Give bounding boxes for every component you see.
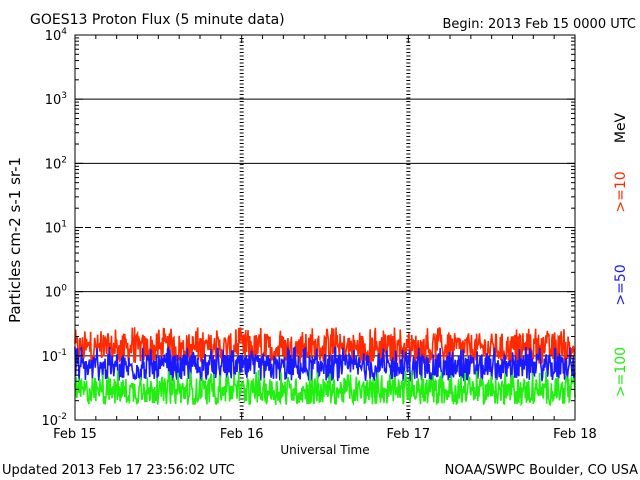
series-line-10 <box>74 327 576 366</box>
series-group <box>74 327 576 407</box>
credit: NOAA/SWPC Boulder, CO USA <box>445 463 638 478</box>
legend-item-50: >=50 <box>613 264 629 305</box>
x-axis-label: Universal Time <box>280 443 369 457</box>
x-tick-label: Feb 17 <box>386 427 430 442</box>
x-tick-label: Feb 16 <box>220 427 264 442</box>
grid <box>75 34 575 417</box>
x-tick-label: Feb 15 <box>53 427 97 442</box>
y-tick-label: 100 <box>45 284 68 301</box>
y-tick-label: 103 <box>45 91 67 108</box>
x-tick-label: Feb 18 <box>553 427 597 442</box>
tick-labels: 10-2 10-1 100 101 102 103 104 Feb 15 Feb 16 Feb 1… <box>41 27 596 442</box>
begin-time: Begin: 2013 Feb 15 0000 UTC <box>442 17 636 32</box>
axes <box>74 34 576 421</box>
y-tick-label: 10-1 <box>41 348 67 365</box>
legend-item-100: >=100 <box>613 347 629 397</box>
y-tick-label: 102 <box>45 155 67 172</box>
legend-item-10: >=10 <box>613 171 629 212</box>
y-tick-label: 104 <box>45 27 68 44</box>
series-line-100 <box>74 370 576 407</box>
legend-unit: MeV <box>613 112 629 143</box>
y-tick-label: 101 <box>45 220 67 237</box>
updated-time: Updated 2013 Feb 17 23:56:02 UTC <box>2 463 235 478</box>
y-axis-label: Particles cm-2 s-1 sr-1 <box>6 157 24 323</box>
y-tick-label: 10-2 <box>41 412 67 429</box>
chart-title: GOES13 Proton Flux (5 minute data) <box>30 12 285 28</box>
